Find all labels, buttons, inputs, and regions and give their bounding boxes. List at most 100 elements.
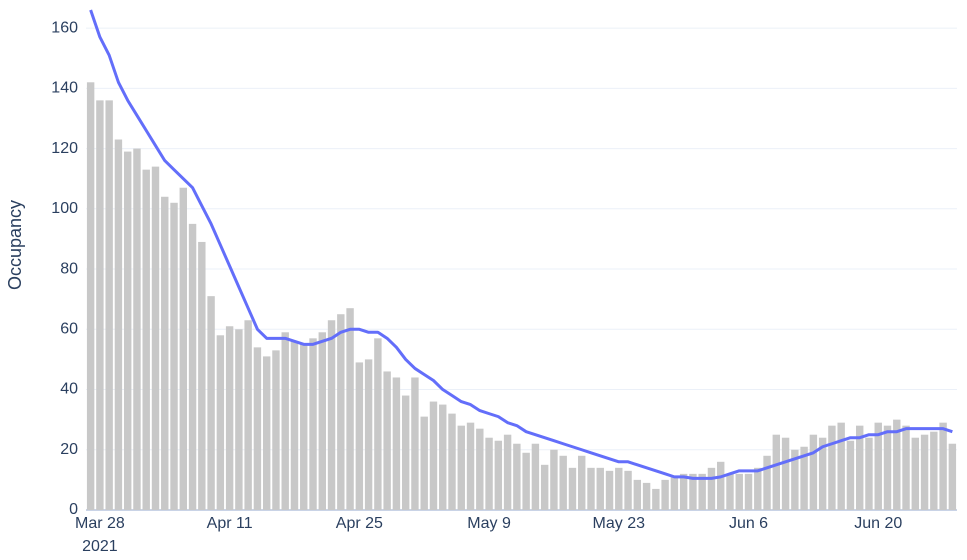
y-tick-label: 100 [51,200,78,217]
bar [633,479,642,510]
bar [161,196,169,510]
bar [105,100,113,511]
bar [689,473,697,510]
bar [476,428,484,510]
bar [540,464,549,510]
bar [596,467,604,510]
bar [466,422,475,510]
bar [874,422,882,510]
bar [225,326,234,510]
bar [401,395,410,510]
line [89,9,953,480]
bar [856,425,864,510]
bar [235,329,243,510]
bar [198,241,206,510]
bar [411,377,419,510]
bar [485,437,493,510]
bar [253,347,262,510]
y-tick-label: 160 [51,19,78,36]
bar [327,320,336,510]
bar [309,338,317,510]
bar [531,443,540,510]
bar [911,437,920,510]
bar [865,437,873,510]
bar [772,434,781,510]
bar [420,416,428,510]
bar [698,473,706,510]
bar [494,440,503,510]
y-axis-title: Occupancy [5,200,25,290]
bar [679,473,688,510]
bar [781,437,790,510]
y-tick-label: 60 [60,321,78,338]
bar [818,437,827,510]
bar [114,139,123,510]
bar [123,151,132,511]
bar [281,332,289,510]
bar [559,455,567,510]
bar [735,473,743,510]
bar [216,335,225,510]
bar [346,308,354,510]
x-tick-label: Jun 20 [854,515,902,532]
bar [439,404,447,510]
bar [763,455,771,510]
bar [754,467,762,510]
bar [828,425,836,510]
bar [244,320,252,510]
bar [661,479,669,510]
bar [262,356,271,510]
bar [726,473,734,510]
bar [605,470,614,510]
y-tick-label: 0 [69,501,78,518]
bar [355,362,364,510]
x-tick-label: May 9 [467,515,511,532]
bar [893,419,901,510]
bar [522,452,530,510]
bar [429,401,438,510]
bar [939,422,947,510]
bar [902,425,910,510]
bar [707,467,716,510]
bar [883,425,892,510]
x-tick-label: May 23 [593,515,646,532]
bar [930,431,938,510]
bar [615,467,623,510]
bar [513,443,521,510]
bar [717,461,725,510]
bar [374,338,382,510]
bar [448,413,456,510]
bar [86,82,95,510]
bar [96,100,104,511]
bar [318,332,326,510]
bar [670,476,679,510]
y-tick-label: 20 [60,441,78,458]
bar [744,473,753,510]
x-tick-label: Jun 6 [729,515,768,532]
bar [290,341,299,510]
bar [846,440,855,510]
bar [578,455,586,510]
bar [550,449,558,510]
y-tick-label: 80 [60,260,78,277]
x-tick-label: Apr 11 [207,515,253,532]
bar [392,377,401,510]
bar [383,371,391,510]
bar [587,467,595,510]
bar [457,425,465,510]
bar [809,434,818,510]
y-tick-label: 140 [51,80,78,97]
bar [207,296,215,510]
x-tick-label: Apr 25 [336,515,383,532]
bar [170,202,178,510]
bar [503,434,512,510]
bar [337,314,345,510]
bar [272,350,280,510]
bar [652,488,660,510]
bar [642,482,651,510]
bar [920,434,929,510]
bar [188,223,197,510]
y-tick-label: 40 [60,381,78,398]
bar [948,443,957,510]
